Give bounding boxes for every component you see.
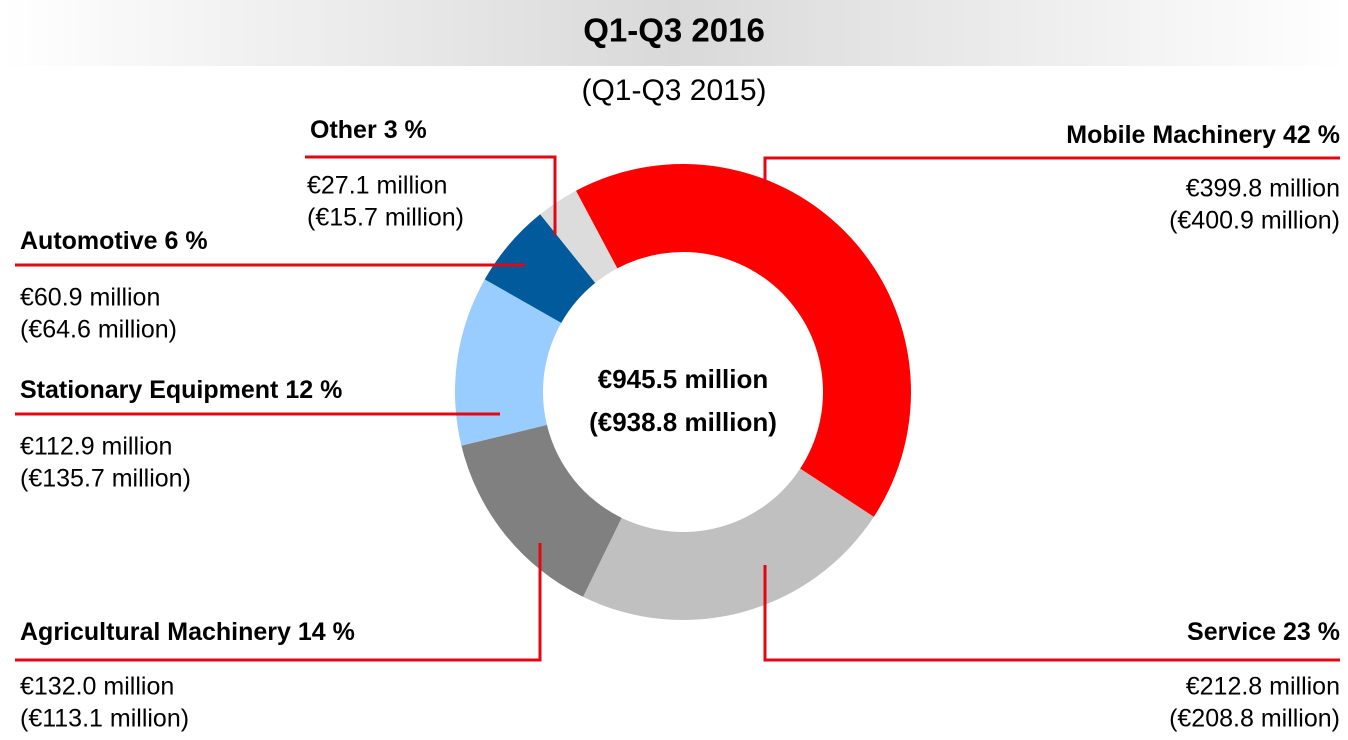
amount: €60.9 million bbox=[20, 284, 160, 312]
value-label: 3 % bbox=[384, 116, 427, 144]
leader-line bbox=[15, 543, 542, 662]
slice-label: Service 23 % bbox=[1187, 618, 1340, 646]
prior-amount: (€208.8 million) bbox=[1169, 705, 1340, 733]
prior-amount: (€15.7 million) bbox=[307, 204, 464, 232]
prior-amount: (€400.9 million) bbox=[1169, 207, 1340, 235]
donut-slice bbox=[461, 424, 622, 597]
value-label: 23 % bbox=[1283, 618, 1340, 646]
leader-line bbox=[763, 156, 1340, 186]
donut-slice bbox=[583, 468, 874, 620]
donut-slice bbox=[454, 279, 562, 446]
donut-slice bbox=[540, 190, 618, 283]
slice-label: Automotive 6 % bbox=[20, 227, 208, 255]
slice-label: Agricultural Machinery 14 % bbox=[20, 618, 355, 646]
leader-line bbox=[763, 565, 1340, 662]
value-label: 42 % bbox=[1283, 121, 1340, 149]
center-label: €945.5 million bbox=[598, 364, 769, 394]
title-band bbox=[0, 0, 1348, 66]
category-name: Automotive bbox=[20, 227, 158, 255]
value-label: 6 % bbox=[165, 227, 208, 255]
donut-slice bbox=[484, 214, 596, 323]
slice-label: Stationary Equipment 12 % bbox=[20, 376, 342, 404]
category-name: Stationary Equipment bbox=[20, 376, 279, 404]
value-label: 12 % bbox=[285, 376, 342, 404]
amount: €112.9 million bbox=[20, 433, 172, 461]
leader-line bbox=[305, 155, 557, 235]
value-label: 14 % bbox=[298, 618, 355, 646]
chart-title: Q1-Q3 2016 bbox=[583, 12, 765, 49]
category-name: Service bbox=[1187, 618, 1276, 646]
slice-label: Mobile Machinery 42 % bbox=[1066, 121, 1340, 149]
prior-amount: (€135.7 million) bbox=[20, 465, 191, 493]
amount: €132.0 million bbox=[20, 673, 174, 701]
amount: €27.1 million bbox=[307, 172, 447, 200]
donut-slice bbox=[575, 164, 911, 517]
prior-amount: (€113.1 million) bbox=[20, 705, 189, 733]
amount: €212.8 million bbox=[1186, 673, 1340, 701]
category-name: Other bbox=[310, 116, 377, 144]
category-name: Mobile Machinery bbox=[1066, 121, 1276, 149]
category-name: Agricultural Machinery bbox=[20, 618, 291, 646]
amount: €399.8 million bbox=[1186, 175, 1340, 203]
chart-subtitle: (Q1-Q3 2015) bbox=[581, 74, 766, 107]
slice-label: Other 3 % bbox=[310, 116, 427, 144]
center-label: (€938.8 million) bbox=[589, 407, 777, 437]
prior-amount: (€64.6 million) bbox=[20, 316, 177, 344]
